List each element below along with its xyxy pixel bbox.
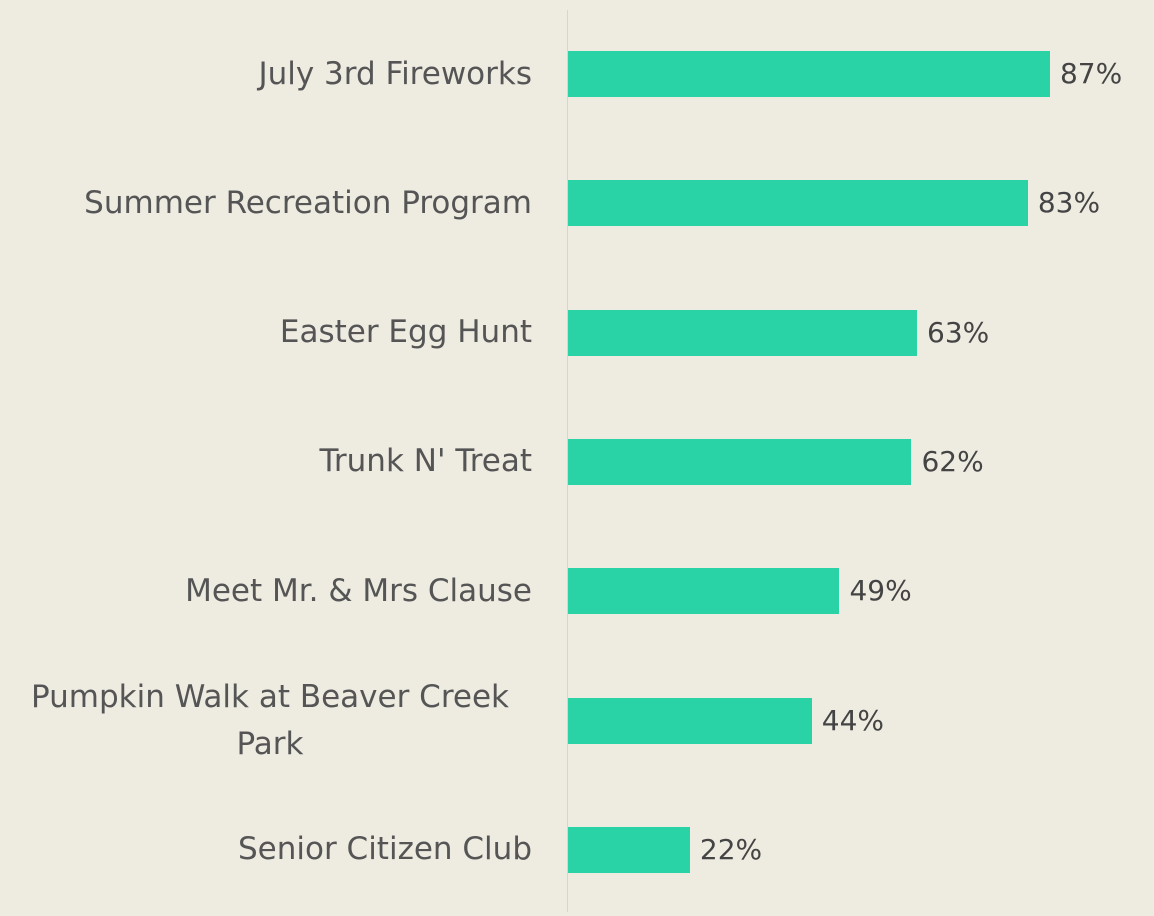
bar xyxy=(568,180,1028,227)
value-label: 44% xyxy=(821,703,884,737)
value-label: 62% xyxy=(921,444,984,478)
category-label-box: Senior Citizen Club xyxy=(8,800,532,900)
category-label: Easter Egg Hunt xyxy=(279,314,532,351)
bar xyxy=(568,826,690,873)
category-label: July 3rd Fireworks xyxy=(258,55,532,92)
category-label: Summer Recreation Program xyxy=(84,184,532,221)
category-label-box: Summer Recreation Program xyxy=(8,153,532,253)
category-label: Meet Mr. & Mrs Clause xyxy=(185,572,532,609)
value-label: 49% xyxy=(849,574,912,608)
category-label-box: Trunk N' Treat xyxy=(8,412,532,512)
category-label-box: July 3rd Fireworks xyxy=(8,24,532,124)
value-label: 87% xyxy=(1059,57,1123,90)
category-label-box: Easter Egg Hunt xyxy=(8,283,532,383)
axis-line xyxy=(567,10,568,912)
category-label-box: Pumpkin Walk at Beaver Creek Park xyxy=(8,671,532,771)
category-label: Senior Citizen Club xyxy=(237,831,532,868)
bar xyxy=(568,51,1050,97)
bar xyxy=(568,438,912,485)
value-label: 63% xyxy=(927,315,990,349)
bar xyxy=(568,697,812,744)
value-label: 22% xyxy=(699,832,763,866)
category-label: Trunk N' Treat xyxy=(319,443,532,480)
category-label: Pumpkin Walk at Beaver Creek Park xyxy=(31,678,509,762)
value-label: 83% xyxy=(1037,186,1101,220)
bar xyxy=(568,309,918,356)
bar xyxy=(568,568,840,615)
category-label-box: Meet Mr. & Mrs Clause xyxy=(8,541,532,641)
